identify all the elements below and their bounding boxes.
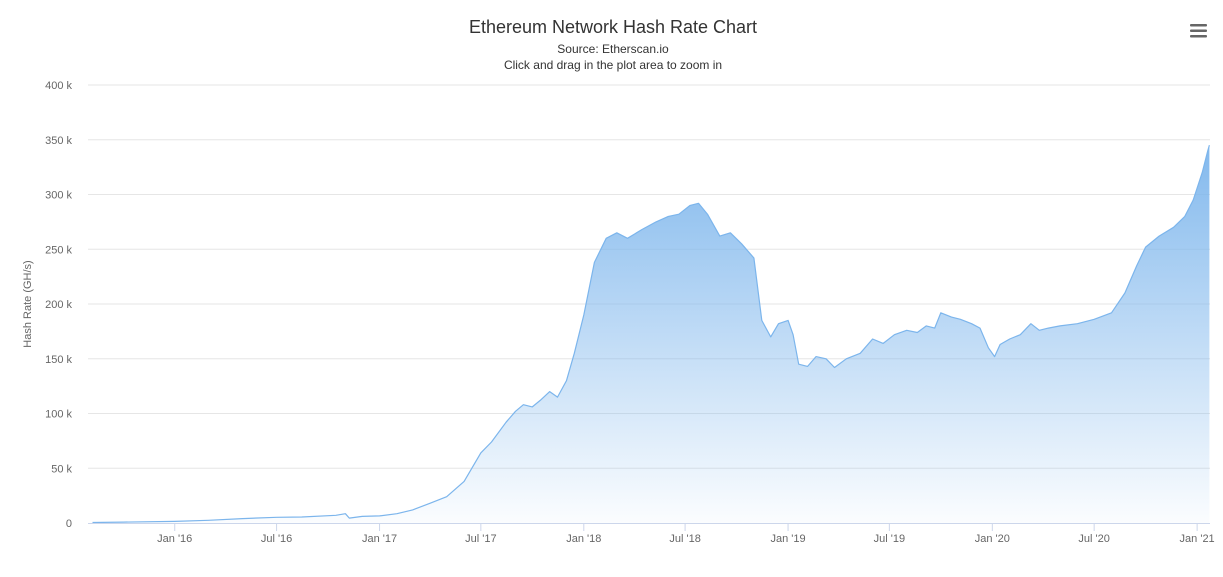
y-tick-label: 150 k (45, 354, 72, 366)
x-tick-label: Jan '18 (566, 533, 601, 545)
y-tick-label: 300 k (45, 190, 72, 202)
x-tick-label: Jan '17 (362, 533, 397, 545)
y-tick-label: 400 k (45, 80, 72, 92)
y-axis-title: Hash Rate (GH/s) (22, 260, 34, 347)
chart-title: Ethereum Network Hash Rate Chart (469, 17, 757, 37)
chart-subtitle-source: Source: Etherscan.io (557, 42, 669, 56)
hash-rate-area (92, 145, 1210, 523)
hamburger-menu-icon[interactable] (1186, 20, 1210, 40)
y-axis-ticks: 0 50 k 100 k 150 k 200 k 250 k 300 k 350 k 400 k (45, 80, 72, 530)
y-tick-label: 0 (66, 518, 72, 530)
y-tick-label: 100 k (45, 409, 72, 421)
y-tick-label: 350 k (45, 135, 72, 147)
x-tick-label: Jan '19 (770, 533, 805, 545)
x-tick-label: Jul '16 (261, 533, 292, 545)
x-tick-label: Jul '19 (874, 533, 905, 545)
chart-subtitle-hint: Click and drag in the plot area to zoom … (504, 58, 722, 72)
x-tick-label: Jul '20 (1078, 533, 1109, 545)
x-axis-ticks: Jan '16 Jul '16 Jan '17 Jul '17 Jan '18 Jul '… (157, 523, 1215, 545)
x-tick-label: Jul '17 (465, 533, 496, 545)
y-tick-label: 50 k (51, 463, 72, 475)
hash-rate-line (92, 145, 1210, 524)
x-tick-label: Jul '18 (669, 533, 700, 545)
y-tick-label: 200 k (45, 299, 72, 311)
x-tick-label: Jan '20 (975, 533, 1010, 545)
y-tick-label: 250 k (45, 244, 72, 256)
plot-area[interactable] (92, 145, 1210, 524)
x-tick-label: Jan '16 (157, 533, 192, 545)
x-tick-label: Jan '21 (1180, 533, 1215, 545)
